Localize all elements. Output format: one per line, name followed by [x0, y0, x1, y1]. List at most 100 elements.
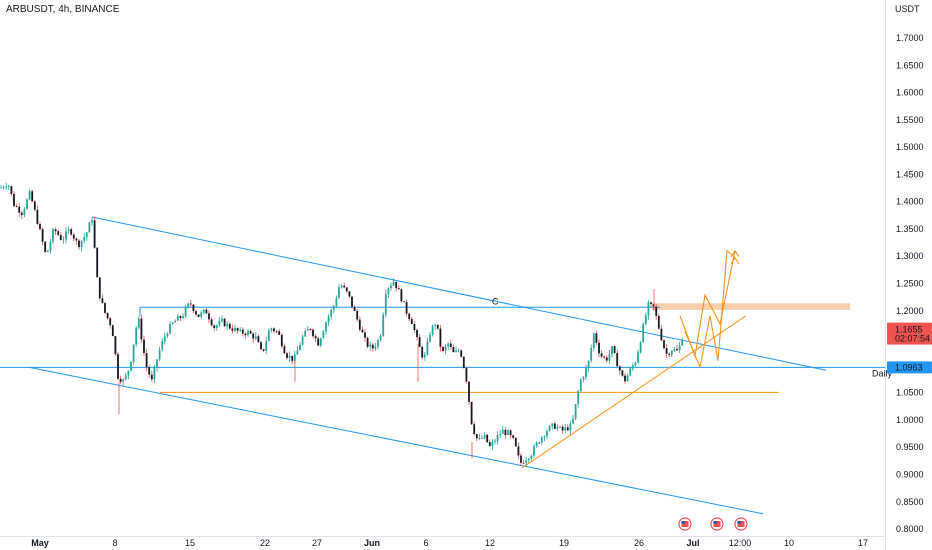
candle-body — [473, 424, 476, 435]
candle-body — [660, 328, 663, 341]
candle-body — [174, 320, 177, 323]
candle — [85, 231, 88, 241]
candle-body — [564, 427, 567, 431]
candle — [228, 322, 231, 330]
candle — [410, 316, 413, 325]
time-tick-label: May — [31, 538, 49, 548]
price-tick-label: 1.3500 — [896, 224, 924, 234]
candle — [192, 303, 195, 314]
candle-body — [631, 365, 634, 369]
candle — [98, 277, 101, 301]
candle-body — [340, 285, 343, 288]
candle-body — [364, 332, 366, 338]
candle-body — [491, 442, 494, 446]
candle — [403, 301, 405, 303]
candle — [608, 349, 611, 364]
candle — [457, 348, 460, 353]
daily-price-value: 1.0963 — [895, 362, 923, 372]
candle — [473, 421, 476, 436]
candle — [566, 424, 569, 432]
candle — [117, 352, 119, 381]
candle-body — [145, 353, 148, 368]
time-tick-label: Jun — [364, 538, 380, 548]
candle-body — [522, 462, 525, 464]
candle — [384, 289, 387, 318]
candle — [348, 291, 351, 299]
candle-body — [153, 367, 156, 380]
candle — [114, 335, 117, 356]
candle — [629, 366, 632, 377]
candle-body — [49, 241, 52, 251]
candle-body — [405, 302, 408, 314]
candle-body — [176, 316, 179, 321]
candle-body — [483, 434, 486, 439]
candle — [91, 217, 93, 226]
candle — [540, 436, 543, 446]
candle — [668, 351, 671, 358]
candle — [78, 238, 80, 250]
candle — [413, 320, 416, 334]
candle-body — [210, 319, 213, 326]
candle-body — [228, 323, 231, 329]
candle-body — [621, 370, 624, 376]
candle-body — [356, 310, 359, 320]
candle-body — [80, 240, 83, 248]
flag-canton — [713, 521, 717, 524]
candle — [226, 321, 229, 331]
price-tick-label: 1.4000 — [896, 197, 924, 207]
candle — [663, 339, 665, 350]
candle — [517, 442, 520, 459]
candle-body — [91, 220, 93, 223]
candle-body — [72, 234, 75, 239]
candle — [0, 184, 2, 189]
price-currency-label: USDT — [895, 4, 920, 14]
candle-body — [109, 318, 112, 326]
candle — [481, 435, 483, 439]
candle — [494, 438, 496, 445]
candle-body — [559, 426, 561, 428]
candle — [343, 282, 346, 289]
candle — [637, 349, 639, 364]
price-tick-label: 1.0000 — [896, 415, 924, 425]
candle — [340, 283, 343, 289]
candle — [395, 281, 398, 292]
candle-body — [663, 340, 665, 349]
candle — [205, 307, 208, 314]
candle — [551, 423, 554, 430]
time-tick-label: 19 — [559, 538, 569, 548]
candle-body — [244, 333, 247, 336]
candle-body — [358, 319, 361, 330]
candle-body — [93, 220, 96, 248]
candle-body — [569, 423, 572, 431]
annotation-lines-layer: C Daily — [0, 216, 893, 515]
time-tick-label: 12 — [485, 538, 495, 548]
candle-body — [226, 323, 229, 327]
candle — [260, 340, 262, 351]
price-tick-label: 1.5000 — [896, 142, 924, 152]
candle-body — [182, 316, 184, 319]
candle-body — [283, 346, 286, 354]
candle — [439, 324, 442, 352]
candle-body — [572, 418, 574, 424]
candle-body — [408, 313, 411, 320]
candle-body — [286, 353, 288, 358]
price-tick-label: 0.9500 — [896, 442, 924, 452]
candle — [374, 343, 377, 351]
candle-body — [535, 442, 538, 447]
candle — [611, 346, 613, 358]
candle-body — [538, 442, 541, 444]
candle-body — [18, 206, 21, 213]
candle-body — [431, 325, 434, 335]
candle — [556, 424, 559, 431]
price-tick-label: 1.3000 — [896, 251, 924, 261]
candle-body — [39, 224, 41, 230]
candle — [156, 359, 158, 372]
candle-body — [598, 342, 600, 354]
price-tick-label: 1.2500 — [896, 279, 924, 289]
flag-stripes — [681, 521, 689, 527]
candle-body — [343, 285, 346, 288]
candle-body — [512, 435, 515, 438]
candle-body — [665, 348, 668, 354]
